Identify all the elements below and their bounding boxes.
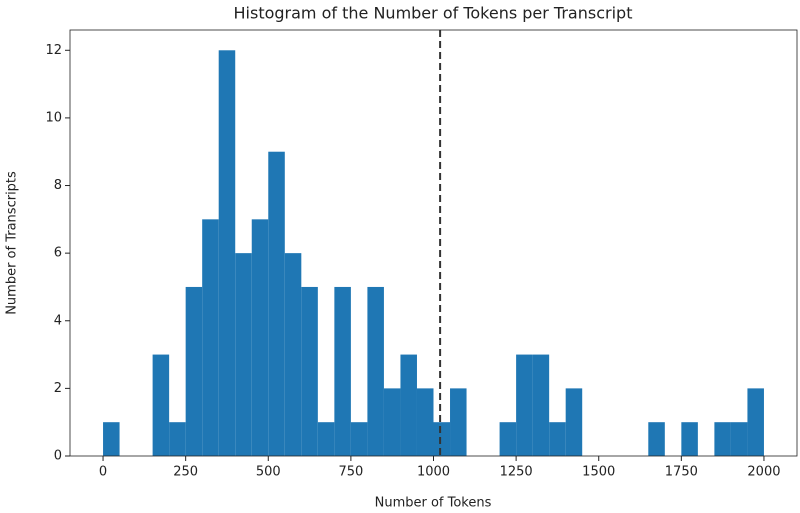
x-tick-label: 1250 bbox=[500, 465, 533, 480]
bar bbox=[532, 354, 550, 456]
bar bbox=[450, 388, 467, 456]
bar bbox=[400, 354, 417, 456]
bar bbox=[251, 219, 269, 456]
bar bbox=[433, 422, 451, 456]
bar bbox=[284, 253, 302, 456]
y-tick-label: 6 bbox=[54, 246, 62, 261]
y-tick-label: 2 bbox=[54, 381, 62, 396]
x-axis-label: Number of Tokens bbox=[375, 496, 492, 511]
bar bbox=[334, 286, 351, 456]
bar bbox=[202, 219, 219, 456]
bar bbox=[367, 286, 384, 456]
bar bbox=[549, 422, 566, 456]
x-tick-label: 1750 bbox=[665, 465, 698, 480]
bar bbox=[317, 422, 335, 456]
bar bbox=[169, 422, 186, 456]
y-tick-label: 12 bbox=[45, 43, 62, 58]
bar bbox=[268, 151, 285, 456]
x-tick-label: 0 bbox=[99, 465, 107, 480]
x-tick-label: 500 bbox=[256, 465, 281, 480]
bar bbox=[185, 286, 203, 456]
bar bbox=[218, 50, 236, 457]
y-tick-label: 8 bbox=[54, 178, 62, 193]
y-axis-label: Number of Transcripts bbox=[5, 171, 20, 315]
x-tick-label: 1500 bbox=[582, 465, 615, 480]
y-tick-label: 10 bbox=[45, 110, 62, 125]
bar bbox=[103, 422, 120, 456]
bar bbox=[565, 388, 583, 456]
bar bbox=[730, 422, 748, 456]
bar bbox=[516, 354, 533, 456]
bar bbox=[235, 253, 252, 456]
bar bbox=[714, 422, 731, 456]
y-tick-label: 0 bbox=[54, 449, 62, 464]
x-tick-label: 750 bbox=[338, 465, 363, 480]
bar bbox=[383, 388, 401, 456]
bar bbox=[747, 388, 764, 456]
x-tick-label: 1000 bbox=[417, 465, 450, 480]
bar bbox=[416, 388, 434, 456]
x-tick-label: 2000 bbox=[747, 465, 780, 480]
bar bbox=[499, 422, 517, 456]
x-tick-label: 250 bbox=[173, 465, 198, 480]
y-tick-label: 4 bbox=[54, 313, 62, 328]
bar bbox=[301, 286, 318, 456]
chart-title: Histogram of the Number of Tokens per Tr… bbox=[234, 4, 633, 23]
bar bbox=[648, 422, 665, 456]
bar bbox=[152, 354, 170, 456]
bar bbox=[350, 422, 368, 456]
bar bbox=[681, 422, 698, 456]
